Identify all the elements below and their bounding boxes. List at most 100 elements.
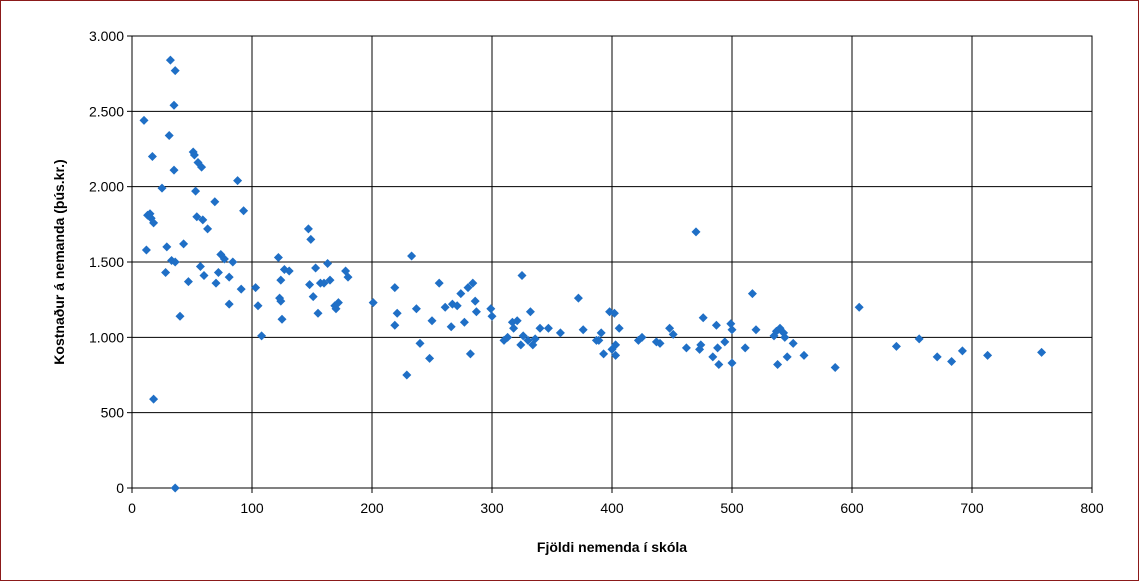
plot-border xyxy=(131,35,1093,489)
data-points xyxy=(139,55,1047,493)
data-point xyxy=(277,314,287,324)
data-point xyxy=(708,352,718,362)
data-point xyxy=(773,359,783,369)
axes xyxy=(127,35,1093,493)
data-point xyxy=(411,304,421,314)
x-tick-labels: 0 100 200 300 400 500 600 700 800 xyxy=(128,500,1104,516)
data-point xyxy=(199,271,209,281)
y-axis-title: Kostnaður á nemanda (þús.kr.) xyxy=(51,159,67,364)
data-point xyxy=(195,262,205,272)
y-tick-label: 0 xyxy=(116,480,124,496)
data-point xyxy=(696,340,706,350)
data-point xyxy=(415,338,425,348)
data-point xyxy=(983,350,993,360)
data-point xyxy=(276,275,286,285)
grid-lines xyxy=(131,35,1093,489)
data-point xyxy=(691,227,701,237)
data-point xyxy=(210,197,220,207)
data-point xyxy=(224,272,234,282)
data-point xyxy=(788,338,798,348)
data-point xyxy=(523,335,533,345)
data-point xyxy=(161,268,171,278)
x-tick-label: 0 xyxy=(128,500,136,516)
data-point xyxy=(452,301,462,311)
data-point xyxy=(253,301,263,311)
data-point xyxy=(599,349,609,359)
x-axis-title: Fjöldi nemenda í skóla xyxy=(537,539,687,555)
data-point xyxy=(390,283,400,293)
data-point xyxy=(139,115,149,125)
data-point xyxy=(637,332,647,342)
data-point xyxy=(609,308,619,318)
data-point xyxy=(427,316,437,326)
data-point xyxy=(368,298,378,308)
data-point xyxy=(197,162,207,172)
data-point xyxy=(512,316,522,326)
data-point xyxy=(530,334,540,344)
data-point xyxy=(179,239,189,249)
data-point xyxy=(162,242,172,252)
data-point xyxy=(614,323,624,333)
data-point xyxy=(170,483,180,493)
data-point xyxy=(799,350,809,360)
data-point xyxy=(392,308,402,318)
data-point xyxy=(891,341,901,351)
data-point xyxy=(228,257,238,267)
data-point xyxy=(273,252,283,262)
data-point xyxy=(407,251,417,261)
data-point xyxy=(325,275,335,285)
data-point xyxy=(446,322,456,332)
data-point xyxy=(239,206,249,216)
data-point xyxy=(306,234,316,244)
data-point xyxy=(543,323,553,333)
data-point xyxy=(276,296,286,306)
data-point xyxy=(780,332,790,342)
data-point xyxy=(914,334,924,344)
data-point xyxy=(578,325,588,335)
data-point xyxy=(932,352,942,362)
data-point xyxy=(957,346,967,356)
data-point xyxy=(468,278,478,288)
data-point xyxy=(308,292,318,302)
data-point xyxy=(611,350,621,360)
data-point xyxy=(830,362,840,372)
data-point xyxy=(149,394,159,404)
x-tick-label: 600 xyxy=(840,500,864,516)
data-point xyxy=(727,358,737,368)
data-point xyxy=(740,343,750,353)
data-point xyxy=(147,152,157,162)
data-point xyxy=(311,263,321,273)
data-point xyxy=(711,320,721,330)
data-point xyxy=(611,340,621,350)
data-point xyxy=(343,272,353,282)
data-point xyxy=(596,328,606,338)
data-point xyxy=(319,278,329,288)
data-point xyxy=(251,283,261,293)
data-point xyxy=(503,332,513,342)
data-point xyxy=(211,278,221,288)
data-point xyxy=(434,278,444,288)
data-point xyxy=(284,266,294,276)
data-point xyxy=(165,55,175,65)
x-tick-label: 300 xyxy=(480,500,504,516)
y-tick-label: 3.000 xyxy=(89,28,124,44)
data-point xyxy=(459,317,469,327)
data-point xyxy=(192,212,202,222)
x-tick-label: 400 xyxy=(600,500,624,516)
data-point xyxy=(698,313,708,323)
data-point xyxy=(854,302,864,312)
data-point xyxy=(714,359,724,369)
data-point xyxy=(402,370,412,380)
data-point xyxy=(219,254,229,264)
y-tick-label: 2.000 xyxy=(89,179,124,195)
data-point xyxy=(191,186,201,196)
data-point xyxy=(149,218,159,228)
data-point xyxy=(224,299,234,309)
data-point xyxy=(665,323,675,333)
data-point xyxy=(183,277,193,287)
data-point xyxy=(726,319,736,329)
data-point xyxy=(236,284,246,294)
data-point xyxy=(313,308,323,318)
data-point xyxy=(555,328,565,338)
